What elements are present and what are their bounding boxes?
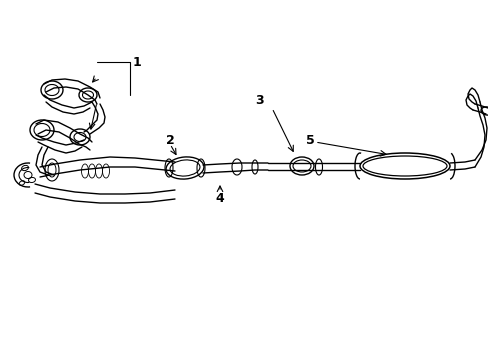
Text: 4: 4 (215, 192, 224, 204)
Text: 2: 2 (165, 134, 174, 147)
Text: 5: 5 (305, 134, 314, 147)
Text: 1: 1 (132, 55, 141, 68)
Text: 3: 3 (255, 94, 264, 107)
